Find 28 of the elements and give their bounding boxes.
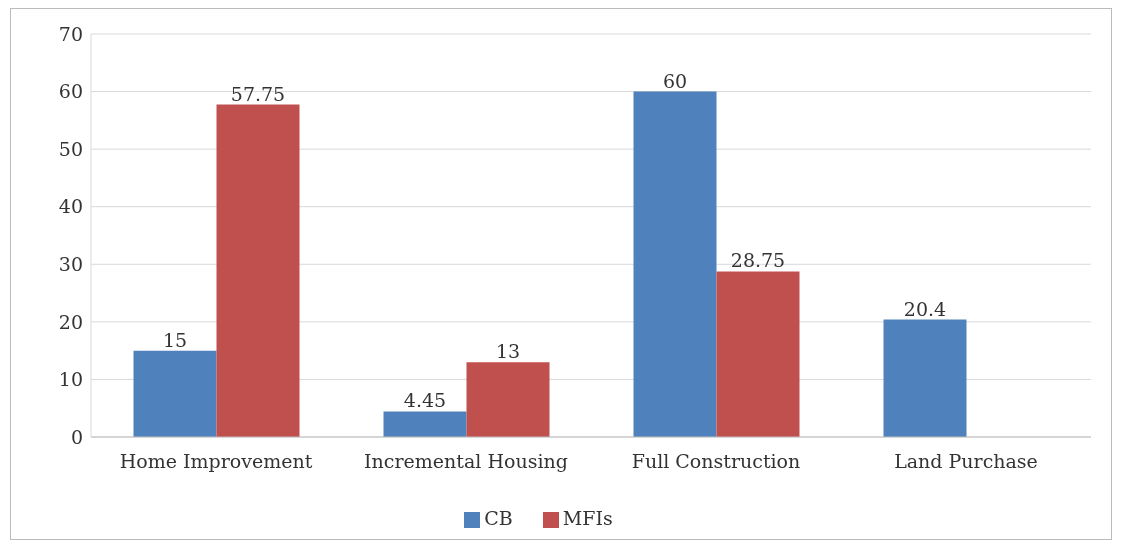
bar <box>216 104 300 437</box>
bar <box>716 271 800 437</box>
legend-label: CB <box>484 507 513 529</box>
x-tick-label: Incremental Housing <box>364 450 568 473</box>
bar <box>383 411 467 437</box>
bar <box>633 91 717 437</box>
legend-label: MFIs <box>562 507 613 529</box>
y-tick-label: 30 <box>58 253 83 276</box>
y-tick-label: 20 <box>58 310 83 333</box>
y-tick-label: 50 <box>58 137 83 160</box>
y-tick-label: 40 <box>58 195 83 218</box>
data-label: 28.75 <box>730 249 786 272</box>
bar <box>133 350 217 437</box>
x-tick-label: Full Construction <box>631 450 801 473</box>
y-tick-label: 60 <box>58 80 83 103</box>
data-label: 13 <box>495 340 521 363</box>
data-label: 57.75 <box>230 82 286 105</box>
data-label: 15 <box>162 328 188 351</box>
x-tick-label: Land Purchase <box>894 450 1038 473</box>
x-tick-label: Home Improvement <box>119 450 313 473</box>
y-tick-label: 0 <box>70 425 83 448</box>
bar <box>883 319 967 437</box>
bar <box>466 362 550 437</box>
data-label: 4.45 <box>403 389 447 412</box>
data-label: 60 <box>662 69 688 92</box>
y-tick-label: 70 <box>58 22 83 45</box>
y-tick-label: 10 <box>58 368 83 391</box>
data-label: 20.4 <box>903 297 947 320</box>
